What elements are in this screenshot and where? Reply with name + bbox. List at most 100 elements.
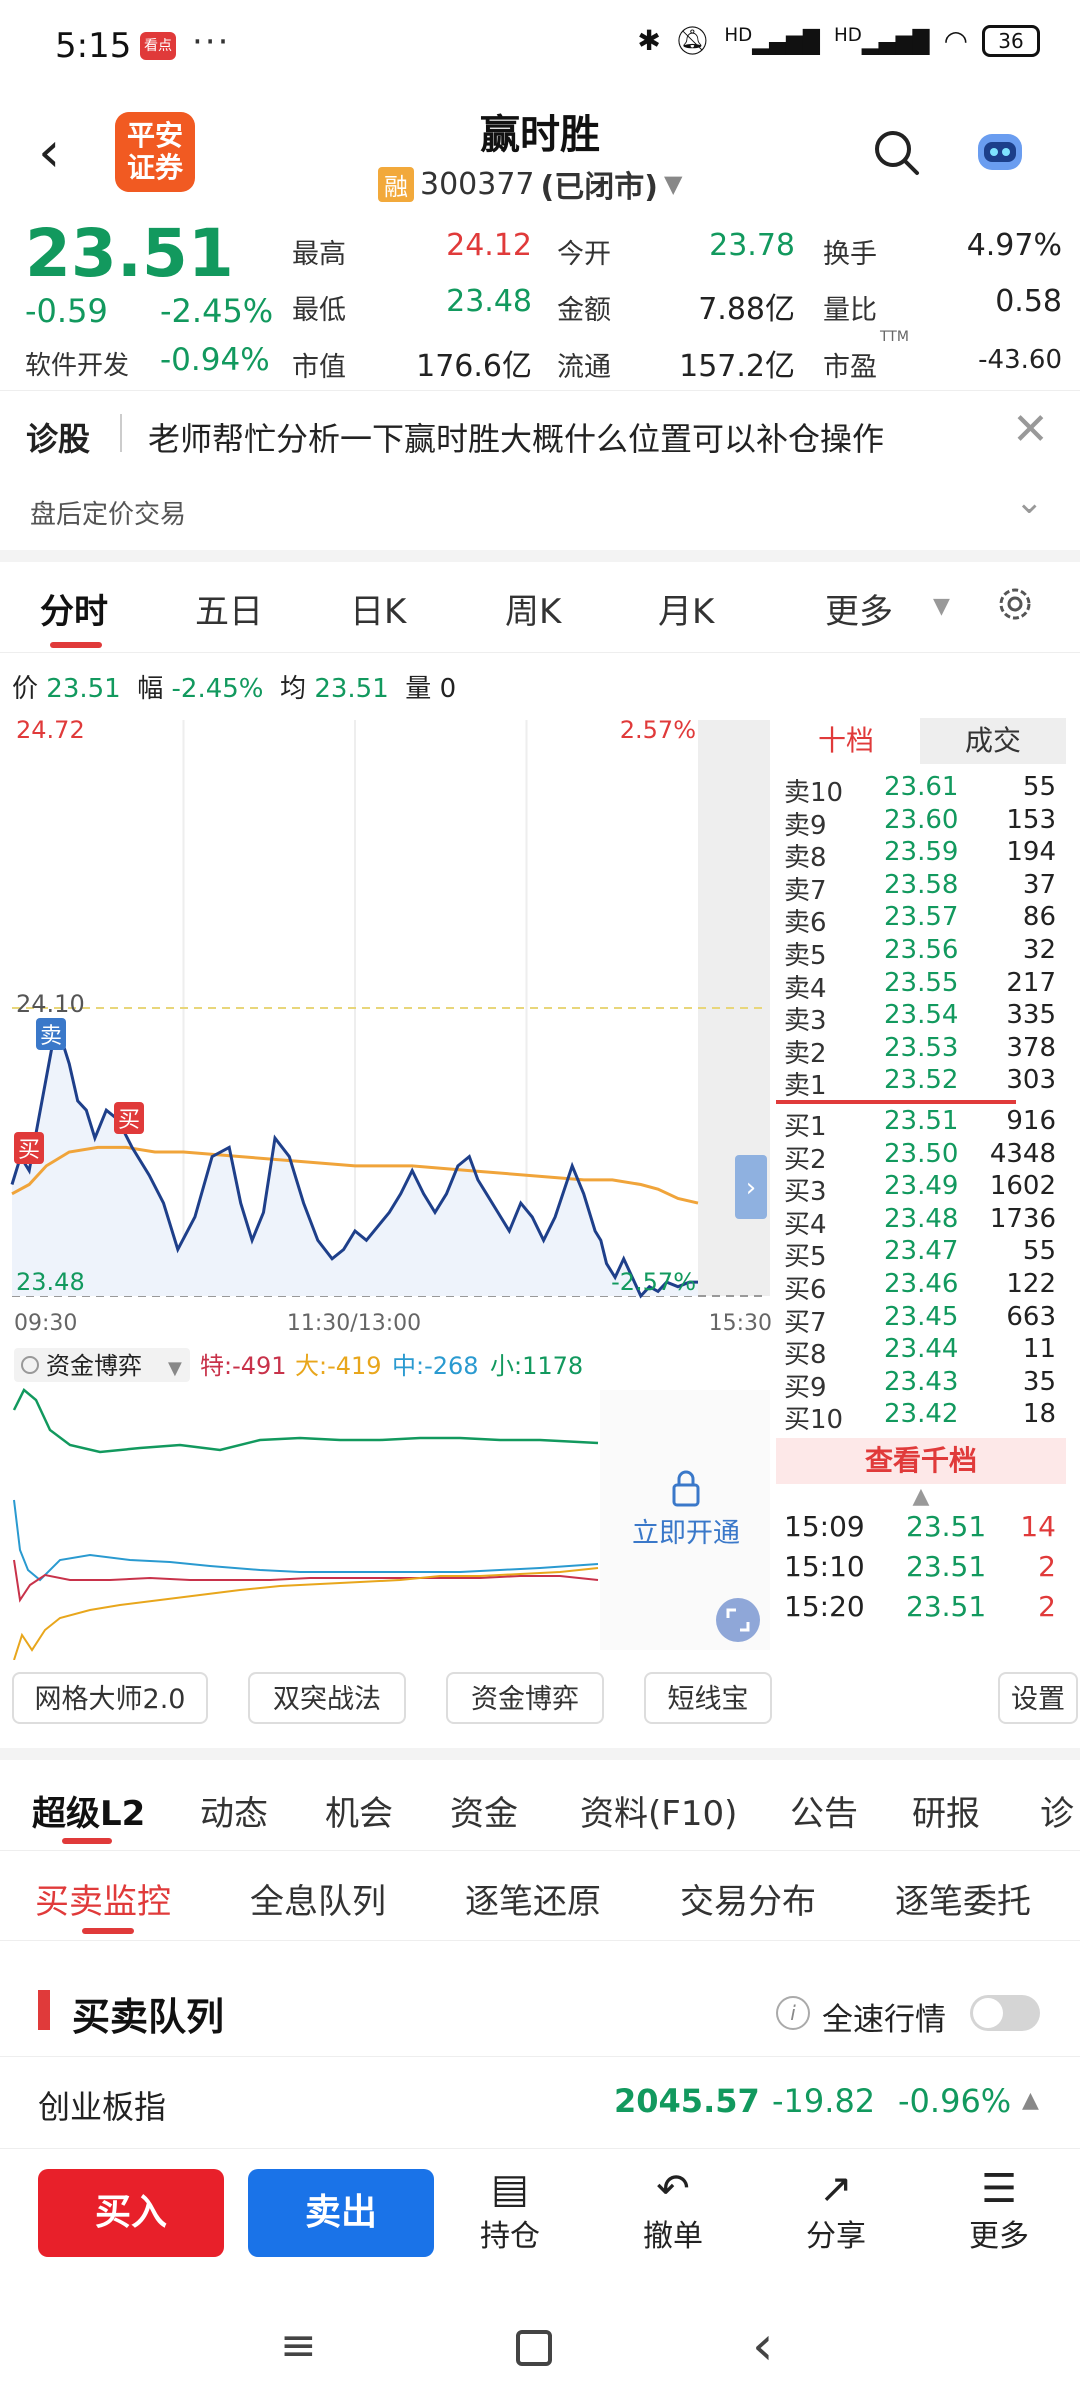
ask-level-row[interactable]: 卖7 23.58 37 [776, 870, 1066, 906]
level-price: 23.45 [884, 1301, 959, 1332]
expand-panel-button[interactable]: › [735, 1155, 767, 1219]
level-label: 买1 [784, 1111, 827, 1142]
collapse-icon[interactable]: ▲ [912, 1483, 930, 1509]
volratio-label: 量比 [823, 295, 877, 326]
tab-diagnosis[interactable]: 诊 [1040, 1794, 1074, 1834]
tab-weekly-k[interactable]: 周K [505, 592, 562, 632]
low-label: 最低 [292, 295, 346, 326]
trade-volume: 2 [1038, 1549, 1056, 1583]
buy-button[interactable]: 买入 [38, 2169, 224, 2257]
bid-level-row[interactable]: 买9 23.43 35 [776, 1367, 1066, 1403]
tab-funds[interactable]: 资金 [450, 1794, 518, 1834]
ask-level-row[interactable]: 卖9 23.60 153 [776, 804, 1066, 841]
bid-level-row[interactable]: 买1 23.51 916 [776, 1106, 1066, 1142]
holdings-button[interactable]: ▤ 持仓 [455, 2167, 565, 2255]
tab-profile-f10[interactable]: 资料(F10) [580, 1794, 738, 1834]
info-icon[interactable]: i [776, 1996, 810, 2030]
robot-assistant-icon[interactable] [972, 126, 1028, 178]
tab-super-l2[interactable]: 超级L2 [32, 1794, 146, 1834]
view-thousand-button[interactable]: 查看千档 [776, 1437, 1066, 1484]
intraday-chart[interactable]: 24.72 24.10 23.48 2.57% -2.57% 09:30 11:… [0, 700, 776, 1660]
tab-five-day[interactable]: 五日 [195, 592, 263, 632]
divider [120, 414, 122, 452]
chevron-down-icon[interactable]: ⌄ [1015, 482, 1044, 522]
more-button[interactable]: ☰ 更多 [944, 2167, 1054, 2255]
short-line-button[interactable]: 短线宝 [644, 1672, 772, 1724]
tab-trade-monitor[interactable]: 买卖监控 [35, 1882, 171, 1922]
strategy-settings-button[interactable]: 设置 [998, 1672, 1078, 1724]
diagnosis-question[interactable]: 老师帮忙分析一下赢时胜大概什么位置可以补仓操作 [148, 420, 885, 458]
after-hours-trading[interactable]: 盘后定价交易 [30, 500, 187, 530]
tab-tick-replay[interactable]: 逐笔还原 [465, 1882, 601, 1922]
unlock-button[interactable]: 立即开通 [632, 1518, 740, 1549]
level-volume: 86 [1022, 902, 1056, 933]
back-icon[interactable]: ‹ [38, 120, 61, 185]
ask-level-row[interactable]: 卖5 23.56 32 [776, 935, 1066, 971]
level-volume: 18 [1022, 1399, 1056, 1430]
svg-text:›: › [746, 1173, 756, 1203]
trade-price: 23.51 [906, 1549, 987, 1583]
tab-more[interactable]: 更多 [825, 592, 893, 632]
tab-opportunity[interactable]: 机会 [325, 1794, 393, 1834]
menu-nav-icon[interactable]: ≡ [280, 2320, 317, 2371]
ask-level-row[interactable]: 卖4 23.55 217 [776, 967, 1066, 1004]
x-tick-start: 09:30 [14, 1311, 77, 1336]
tab-trade-distribution[interactable]: 交易分布 [680, 1882, 816, 1922]
stock-code-selector[interactable]: 融 300377 (已闭市) ▼ [378, 162, 682, 206]
search-icon[interactable] [872, 128, 922, 178]
ask-level-row[interactable]: 卖2 23.53 378 [776, 1033, 1066, 1069]
ask-level-row[interactable]: 卖10 23.61 55 [776, 772, 1066, 808]
tab-monthly-k[interactable]: 月K [658, 592, 715, 632]
cancel-order-button[interactable]: ↶ 撤单 [618, 2167, 728, 2255]
capital-game-header[interactable]: 资金博弈 ▼ [14, 1348, 190, 1382]
buy-marker[interactable]: 买 [114, 1102, 144, 1134]
level-volume: 11 [1022, 1334, 1056, 1365]
ask-level-row[interactable]: 卖8 23.59 194 [776, 837, 1066, 873]
sector-name[interactable]: 软件开发 [25, 351, 130, 381]
level-label: 买2 [784, 1144, 827, 1175]
gear-icon[interactable] [993, 582, 1037, 626]
bid-level-row[interactable]: 买2 23.50 4348 [776, 1139, 1066, 1175]
tab-intraday[interactable]: 分时 [40, 592, 108, 632]
close-icon[interactable]: ✕ [1012, 404, 1049, 455]
double-breakout-button[interactable]: 双突战法 [248, 1672, 406, 1724]
grid-master-button[interactable]: 网格大师2.0 [12, 1672, 208, 1724]
bid-level-row[interactable]: 买10 23.42 18 [776, 1399, 1066, 1435]
level-volume: 303 [1006, 1065, 1056, 1096]
tab-daily-k[interactable]: 日K [350, 592, 407, 632]
ask-level-row[interactable]: 卖6 23.57 86 [776, 902, 1066, 938]
tab-ten-levels[interactable]: 十档 [776, 718, 916, 764]
level-label: 买9 [784, 1372, 827, 1403]
document-icon: ▤ [491, 2166, 529, 2212]
chevron-up-icon[interactable]: ▲ [1022, 2088, 1039, 2113]
bid-level-row[interactable]: 买8 23.44 11 [776, 1334, 1066, 1370]
level-volume: 1736 [989, 1203, 1056, 1234]
sell-button[interactable]: 卖出 [248, 2169, 434, 2257]
tab-full-queue[interactable]: 全息队列 [250, 1882, 386, 1922]
tab-order-by-order[interactable]: 逐笔委托 [895, 1882, 1031, 1922]
tab-dynamics[interactable]: 动态 [200, 1794, 268, 1834]
bid-level-row[interactable]: 买7 23.45 663 [776, 1301, 1066, 1338]
tab-announcements[interactable]: 公告 [790, 1794, 858, 1834]
index-name[interactable]: 创业板指 [38, 2088, 167, 2126]
bid-level-row[interactable]: 买4 23.48 1736 [776, 1203, 1066, 1240]
home-nav-icon[interactable] [516, 2330, 552, 2366]
capital-game-button[interactable]: 资金博弈 [446, 1672, 604, 1724]
tab-research[interactable]: 研报 [912, 1794, 980, 1834]
share-button[interactable]: ↗ 分享 [781, 2167, 891, 2255]
ask-level-row[interactable]: 卖1 23.52 303 [776, 1065, 1066, 1101]
back-nav-icon[interactable]: ‹ [752, 2314, 774, 2377]
level-volume: 335 [1006, 1000, 1056, 1031]
tab-trades[interactable]: 成交 [920, 718, 1066, 764]
bid-level-row[interactable]: 买5 23.47 55 [776, 1236, 1066, 1272]
fullspeed-toggle[interactable] [970, 1995, 1040, 2031]
sell-marker[interactable]: 卖 [36, 1018, 66, 1050]
buy-marker[interactable]: 买 [14, 1132, 44, 1164]
ask-level-row[interactable]: 卖3 23.54 335 [776, 1000, 1066, 1036]
bid-level-row[interactable]: 买3 23.49 1602 [776, 1171, 1066, 1207]
level-price: 23.55 [884, 967, 959, 998]
fullscreen-icon[interactable] [716, 1598, 760, 1642]
level-price: 23.60 [884, 804, 959, 835]
bid-level-row[interactable]: 买6 23.46 122 [776, 1269, 1066, 1305]
level-price: 23.61 [884, 772, 959, 802]
